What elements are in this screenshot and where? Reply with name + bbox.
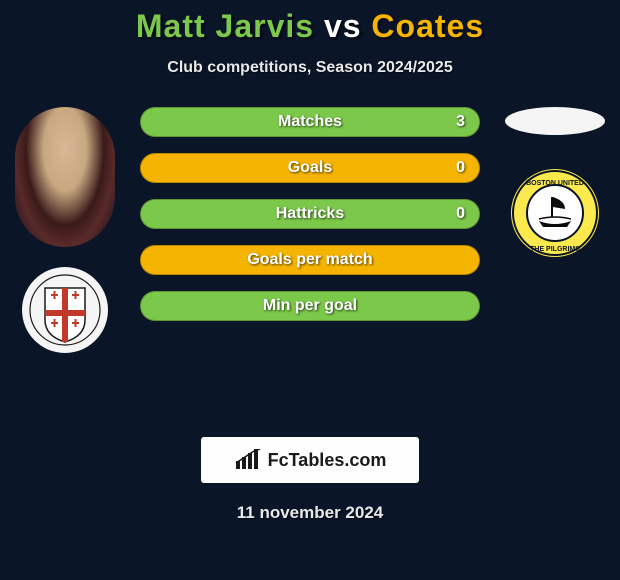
left-player-column bbox=[10, 107, 120, 353]
stat-bars: Matches 3 Goals 0 Hattricks 0 Goals per … bbox=[140, 107, 480, 321]
stat-bar-goals: Goals 0 bbox=[140, 153, 480, 183]
stat-label: Goals per match bbox=[247, 251, 372, 269]
stat-label: Hattricks bbox=[276, 205, 344, 223]
bar-chart-icon bbox=[234, 449, 262, 471]
player-photo-right-placeholder bbox=[505, 107, 605, 135]
stat-label: Matches bbox=[278, 113, 342, 131]
branding-text: FcTables.com bbox=[268, 450, 387, 471]
title-vs: vs bbox=[314, 8, 371, 44]
player-photo-left bbox=[15, 107, 115, 247]
stat-value: 0 bbox=[456, 159, 465, 177]
stat-bar-min-per-goal: Min per goal bbox=[140, 291, 480, 321]
date-text: 11 november 2024 bbox=[0, 503, 620, 523]
page-title: Matt Jarvis vs Coates bbox=[0, 0, 620, 45]
stat-label: Goals bbox=[288, 159, 332, 177]
svg-text:THE PILGRIMS: THE PILGRIMS bbox=[530, 246, 580, 253]
subtitle: Club competitions, Season 2024/2025 bbox=[0, 59, 620, 77]
stat-bar-hattricks: Hattricks 0 bbox=[140, 199, 480, 229]
boston-crest-icon: BOSTON UNITED THE PILGRIMS bbox=[511, 169, 599, 257]
stat-bar-goals-per-match: Goals per match bbox=[140, 245, 480, 275]
club-crest-right: BOSTON UNITED THE PILGRIMS bbox=[507, 165, 603, 261]
stat-value: 3 bbox=[456, 113, 465, 131]
club-crest-left bbox=[22, 267, 108, 353]
stat-label: Min per goal bbox=[263, 297, 357, 315]
woking-crest-icon bbox=[29, 274, 101, 346]
title-player-left: Matt Jarvis bbox=[136, 8, 314, 44]
stat-value: 0 bbox=[456, 205, 465, 223]
svg-text:BOSTON UNITED: BOSTON UNITED bbox=[526, 180, 584, 187]
title-player-right: Coates bbox=[371, 8, 484, 44]
right-player-column: BOSTON UNITED THE PILGRIMS bbox=[500, 107, 610, 261]
comparison-panel: BOSTON UNITED THE PILGRIMS Matches 3 Goa… bbox=[0, 107, 620, 407]
stat-bar-matches: Matches 3 bbox=[140, 107, 480, 137]
branding-badge: FcTables.com bbox=[201, 437, 419, 483]
